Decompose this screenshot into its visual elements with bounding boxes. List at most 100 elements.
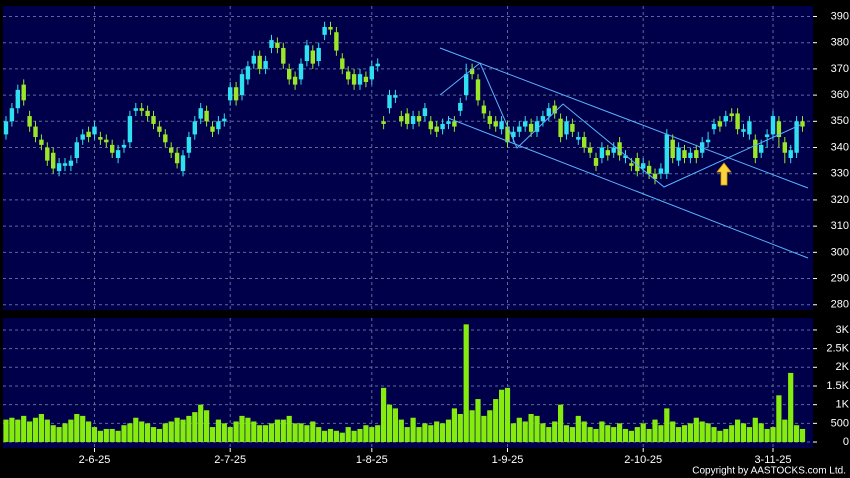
volume-bar (711, 427, 717, 443)
candle-body (27, 116, 32, 127)
volume-bar (91, 427, 98, 443)
candle-body (582, 137, 587, 148)
candle-body (422, 108, 428, 117)
candle-body (523, 121, 528, 127)
volume-bar (398, 419, 404, 443)
candle-body (351, 74, 357, 85)
candle-body (292, 76, 298, 85)
candle-body (587, 147, 593, 153)
volume-bar (617, 423, 623, 443)
candle-body (711, 123, 717, 130)
y-tick-label: 330 (831, 168, 849, 180)
volume-bar (204, 410, 210, 443)
candle-body (192, 121, 197, 135)
y-tick-label: 320 (831, 194, 849, 206)
volume-bar (268, 423, 275, 443)
volume-bar (799, 428, 806, 443)
candle-body (228, 87, 233, 101)
candle-body (251, 55, 256, 64)
volume-bar (139, 421, 145, 443)
volume-bar (516, 417, 522, 443)
candle-body (340, 58, 345, 69)
candle-body (505, 126, 510, 143)
volume-bar (475, 399, 481, 443)
candle-body (56, 163, 62, 172)
volume-bar (440, 423, 446, 443)
volume-bar (676, 427, 682, 443)
volume-bar (581, 421, 587, 443)
candle-body (98, 137, 103, 140)
candle-body (469, 68, 475, 75)
volume-bar (788, 372, 794, 443)
y-tick-label: 310 (831, 220, 849, 232)
volume-bar (80, 415, 86, 443)
candle-body (747, 121, 752, 135)
volume-bar (186, 415, 192, 443)
y-tick-label: 2.5K (826, 343, 849, 355)
volume-bar (127, 423, 133, 443)
candle-body (528, 123, 534, 132)
volume-bar (357, 428, 363, 443)
candle-body (552, 105, 557, 114)
volume-bar (740, 423, 747, 443)
volume-bar (735, 419, 741, 443)
candle-body (133, 108, 138, 111)
candle-body (51, 152, 56, 169)
candle-body (233, 87, 239, 101)
volume-bar (133, 417, 139, 443)
volume-bar (457, 414, 463, 443)
volume-bar (410, 417, 416, 443)
volume-bar (375, 425, 381, 443)
candle-body (410, 116, 416, 124)
volume-bar (392, 408, 398, 443)
volume-bar (717, 430, 723, 443)
candle-body (800, 121, 805, 127)
volume-bar (681, 425, 688, 443)
candle-body (387, 95, 392, 109)
volume-bar (469, 410, 475, 443)
candle-body (664, 134, 669, 174)
volume-bar (115, 430, 121, 443)
volume-bar (192, 412, 198, 443)
volume-bar (504, 387, 511, 443)
volume-bar (168, 421, 174, 443)
candle-body (62, 163, 68, 166)
candle-body (80, 134, 85, 140)
volume-bar (463, 324, 469, 443)
volume-bar (339, 432, 345, 443)
candle-body (145, 110, 150, 117)
candle-body (298, 63, 304, 80)
candle-body (399, 116, 404, 122)
candle-body (682, 150, 687, 158)
candle-body (605, 150, 610, 156)
candle-body (180, 155, 186, 172)
candle-body (759, 144, 764, 153)
y-tick-label: 500 (831, 417, 849, 429)
x-tick-label: 1-8-25 (356, 454, 388, 466)
x-tick-label: 2-10-25 (624, 454, 662, 466)
volume-bar (646, 428, 652, 443)
volume-bar (599, 421, 605, 443)
volume-bar (68, 419, 74, 443)
y-tick-label: 390 (831, 10, 849, 22)
candle-body (658, 168, 664, 174)
candle-body (110, 144, 115, 153)
candle-body (310, 50, 315, 64)
candle-body (735, 113, 740, 130)
candle-body (517, 126, 522, 132)
candle-body (782, 142, 787, 153)
candle-body (163, 134, 168, 143)
volume-bar (351, 430, 357, 443)
candle-body (381, 121, 386, 124)
candle-body (446, 121, 451, 124)
volume-bar (569, 427, 575, 443)
volume-bar (215, 419, 221, 443)
volume-bar (3, 419, 9, 443)
volume-bar (794, 425, 800, 443)
candle-body (705, 139, 711, 143)
candle-body (121, 144, 127, 148)
volume-bar (27, 421, 33, 443)
volume-bar (174, 417, 180, 443)
volume-bar (664, 408, 670, 443)
volume-bar (428, 425, 434, 443)
